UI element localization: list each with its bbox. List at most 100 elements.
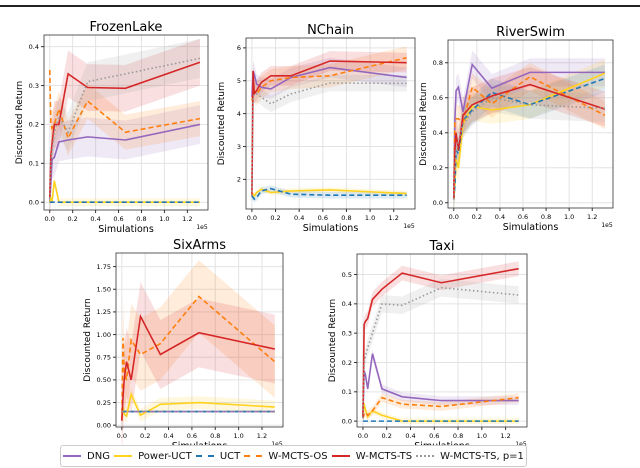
axes-frame <box>115 252 284 428</box>
band-uct <box>251 185 407 203</box>
y-tick-label: 1.00 <box>97 331 111 339</box>
x-tick-label: 0.0 <box>358 432 368 440</box>
series-power-uct <box>251 188 407 198</box>
y-tick-label: 0.4 <box>342 300 352 308</box>
y-tick-label: 0.8 <box>433 59 443 67</box>
x-tick-label: 0.4 <box>90 215 100 223</box>
series-uct <box>452 77 606 200</box>
subplot-taxi: 0.0 0.2 0.4 0.6 0.8 1.0 1.2 0.0 0.1 0.2 0.3 0.4 0.5 T… <box>328 239 528 452</box>
y-axis-label: Discounted Return <box>15 81 25 165</box>
x-axis-label: Simulations <box>503 222 559 233</box>
series-w-mcts-ts <box>251 60 407 196</box>
x-tick-label: 1.0 <box>233 432 243 440</box>
legend-label: W-MCTS-TS, p=1 <box>440 450 524 462</box>
series-w-mcts-os <box>48 69 201 141</box>
caption-rule <box>0 5 640 7</box>
x-scale-label: 1e5 <box>601 222 613 229</box>
series-dng <box>362 353 519 416</box>
legend-label: DNG <box>87 450 110 462</box>
band-w-mcts-ts <box>121 282 275 456</box>
x-scale-label: 1e5 <box>271 441 283 448</box>
legend-label: W-MCTS-OS <box>268 450 328 462</box>
x-tick-label: 0.2 <box>382 432 392 440</box>
x-tick-label: 1.2 <box>587 213 597 221</box>
x-tick-label: 1.0 <box>477 432 487 440</box>
series-w-mcts-ts-p-1 <box>48 57 201 199</box>
band-dng <box>251 57 407 108</box>
band-w-mcts-ts <box>453 67 605 217</box>
x-tick-label: 0.2 <box>270 214 280 222</box>
x-tick-label: 0.4 <box>163 432 173 440</box>
x-tick-label: 1.2 <box>257 432 267 440</box>
y-tick-label: 3 <box>237 143 241 151</box>
x-tick-label: 1.0 <box>365 214 375 222</box>
x-tick-label: 0.6 <box>318 214 328 222</box>
legend-label: UCT <box>219 450 241 462</box>
band-w-mcts-ts <box>251 51 407 206</box>
series-w-mcts-ts <box>121 313 275 421</box>
x-tick-label: 0.8 <box>453 432 463 440</box>
band-w-mcts-os <box>251 46 407 112</box>
x-tick-label: 1.2 <box>182 215 192 223</box>
band-dng <box>453 50 605 214</box>
subplot-nchain: 0.0 0.2 0.4 0.6 0.8 1.0 1.2 2 3 4 5 6 NChain Simulati… <box>217 23 416 234</box>
series-dng <box>48 123 201 203</box>
x-scale-label: 1e5 <box>403 223 415 230</box>
y-tick-label: 0.00 <box>97 421 111 429</box>
series-w-mcts-os <box>452 75 606 200</box>
series-power-uct <box>121 391 275 418</box>
series-uct <box>251 187 407 201</box>
y-tick-label: 0.0 <box>29 199 39 207</box>
subplot-sixarms: 0.0 0.2 0.4 0.6 0.8 1.0 1.2 0.00 0.25 0.50 0.75 1.0… <box>83 238 284 457</box>
series-w-mcts-ts <box>48 61 201 199</box>
x-tick-label: 0.0 <box>449 213 459 221</box>
y-axis-label: Discounted Return <box>217 82 227 166</box>
y-tick-label: 0.4 <box>433 129 443 137</box>
legend-item-w-mcts-os: W-MCTS-OS <box>244 450 328 462</box>
y-tick-label: 4 <box>237 110 241 118</box>
x-tick-label: 0.8 <box>341 214 351 222</box>
legend-swatch <box>63 455 82 457</box>
y-tick-label: 0.2 <box>433 164 443 172</box>
subplot-title: FrozenLake <box>90 20 163 35</box>
axes-frame <box>43 34 209 211</box>
x-tick-label: 0.8 <box>210 432 220 440</box>
band-power-uct <box>121 388 275 423</box>
series-w-mcts-os <box>362 396 519 419</box>
y-tick-label: 0.2 <box>29 121 39 129</box>
band-w-mcts-ts-p-1 <box>453 83 605 214</box>
axes-frame <box>356 253 528 428</box>
x-tick-label: 0.2 <box>140 432 150 440</box>
plot-area <box>246 38 415 209</box>
legend-item-uct: UCT <box>195 450 241 462</box>
y-tick-label: 0.1 <box>29 160 39 168</box>
band-power-uct <box>251 186 407 199</box>
y-tick-label: 5 <box>237 77 241 85</box>
band-w-mcts-os <box>453 62 605 214</box>
legend-item-w-mcts-ts: W-MCTS-TS <box>331 451 412 462</box>
x-tick-label: 0.2 <box>472 213 482 221</box>
band-power-uct <box>49 176 200 207</box>
x-tick-label: 0.6 <box>518 213 528 221</box>
x-scale-label: 1e5 <box>196 224 208 231</box>
subplot-riverswim: 0.0 0.2 0.4 0.6 0.8 1.0 1.2 0.0 0.2 0.4 0.6 0.8 Rive… <box>419 25 614 233</box>
band-w-mcts-os <box>121 260 275 457</box>
y-tick-label: 1.25 <box>97 308 111 316</box>
band-w-mcts-ts <box>49 38 200 222</box>
legend-swatch <box>416 455 435 457</box>
y-tick-label: 0.2 <box>342 359 352 367</box>
legend-item-w-mcts-ts-p1: W-MCTS-TS, p=1 <box>416 451 524 462</box>
x-tick-label: 0.4 <box>495 213 505 221</box>
y-tick-label: 0.25 <box>97 399 111 407</box>
series-w-mcts-ts <box>362 267 519 419</box>
y-tick-label: 6 <box>237 44 241 52</box>
series-dng <box>452 62 605 200</box>
y-tick-label: 2 <box>237 176 241 184</box>
subplot-title: RiverSwim <box>496 25 565 40</box>
legend-swatch <box>244 455 263 457</box>
band-power-uct <box>362 400 519 425</box>
legend-item-dng: DNG <box>63 451 110 462</box>
y-tick-label: 0.75 <box>97 354 111 362</box>
legend: DNG Power-UCT UCT W-MCTS-OS W-MCTS-TS W-… <box>60 445 527 467</box>
x-axis-label: Simulations <box>303 223 359 234</box>
